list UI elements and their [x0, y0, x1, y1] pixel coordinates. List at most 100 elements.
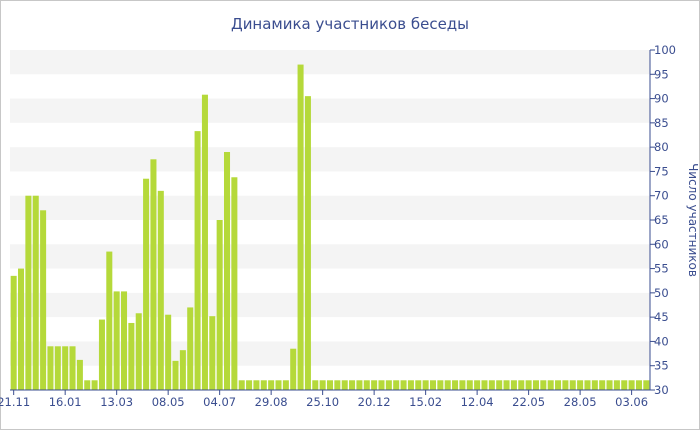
bar	[385, 380, 392, 390]
bar	[172, 360, 179, 390]
bar	[135, 313, 142, 390]
bar	[319, 380, 326, 390]
bar	[393, 380, 400, 390]
y-tick-label: 100	[654, 43, 676, 57]
x-tick-label: 29.08	[255, 395, 288, 409]
x-tick-label: 25.10	[306, 395, 339, 409]
bar	[562, 380, 569, 390]
bar	[98, 319, 105, 390]
bar	[525, 380, 532, 390]
bar	[635, 380, 642, 390]
bar	[224, 152, 231, 390]
y-tick-label: 45	[654, 310, 669, 324]
bar	[32, 195, 39, 390]
x-tick-label: 04.07	[203, 395, 236, 409]
y-tick-label: 60	[654, 237, 669, 251]
bar	[121, 291, 128, 390]
bar	[628, 380, 635, 390]
bar	[201, 94, 208, 390]
bar-series	[10, 64, 650, 391]
bar	[400, 380, 407, 390]
grid-band	[10, 195, 650, 220]
bar	[591, 380, 598, 390]
bar	[18, 268, 25, 390]
bar	[577, 380, 584, 390]
bar	[349, 380, 356, 390]
bar	[84, 380, 91, 390]
bar	[378, 380, 385, 390]
bar	[496, 380, 503, 390]
bar	[452, 380, 459, 390]
bar	[555, 380, 562, 390]
bar	[150, 159, 157, 390]
bar	[282, 380, 289, 390]
y-tick-label: 90	[654, 92, 669, 106]
y-tick-label: 95	[654, 67, 669, 81]
x-tick-label: 21.11	[0, 395, 30, 409]
bar	[474, 380, 481, 390]
y-tick-label: 75	[654, 164, 669, 178]
bar	[165, 314, 172, 390]
bar	[290, 348, 297, 390]
bar	[143, 178, 150, 390]
bar	[540, 380, 547, 390]
x-tick-label: 03.06	[615, 395, 648, 409]
bar	[466, 380, 473, 390]
bar	[356, 380, 363, 390]
bar	[606, 380, 613, 390]
bar	[194, 131, 201, 391]
grid-band	[10, 50, 650, 75]
x-tick-label: 12.04	[461, 395, 494, 409]
x-tick-label: 08.05	[152, 395, 185, 409]
bar	[599, 380, 606, 390]
bar	[25, 195, 32, 390]
bar	[179, 350, 186, 390]
y-tick-label: 35	[654, 359, 669, 373]
bar	[268, 380, 275, 390]
grid-bands	[10, 50, 650, 366]
bar	[326, 380, 334, 390]
y-tick-label: 30	[654, 383, 669, 397]
bar	[216, 220, 223, 390]
x-tick-label: 15.02	[409, 395, 442, 409]
bar	[547, 380, 554, 390]
bar	[407, 380, 414, 390]
y-tick-label: 40	[654, 334, 669, 348]
x-tick-label: 22.05	[512, 395, 545, 409]
bar	[47, 346, 54, 390]
bar	[113, 291, 120, 390]
bar	[510, 380, 517, 390]
grid-band	[10, 147, 650, 172]
y-axis-label: Число участников	[686, 163, 700, 277]
bar	[518, 380, 525, 390]
x-axis-ticks: 21.11 16.01 13.03 08.05 04.07 29.08 25.10 20.12…	[0, 390, 648, 409]
bar	[437, 380, 444, 390]
y-tick-label: 50	[654, 286, 669, 300]
bar	[231, 177, 238, 390]
bar	[69, 346, 76, 390]
bar	[304, 96, 311, 390]
bar	[246, 380, 253, 390]
bar	[238, 380, 245, 390]
y-tick-label: 55	[654, 262, 669, 276]
y-tick-label: 65	[654, 213, 669, 227]
grid-band	[10, 98, 650, 123]
bar	[62, 346, 69, 390]
grid-band	[10, 292, 650, 318]
bar	[253, 380, 260, 390]
bar	[106, 251, 113, 390]
bar	[532, 380, 539, 390]
bar	[76, 359, 83, 390]
y-tick-label: 70	[654, 189, 669, 203]
bar	[415, 380, 422, 390]
bar	[312, 380, 319, 390]
bar	[444, 380, 451, 390]
bar	[128, 322, 135, 390]
x-tick-label: 13.03	[100, 395, 133, 409]
bar	[371, 380, 378, 390]
bar	[643, 380, 650, 390]
bar	[429, 380, 436, 390]
x-tick-label: 20.12	[358, 395, 391, 409]
bar	[613, 380, 620, 390]
bar	[422, 380, 429, 390]
